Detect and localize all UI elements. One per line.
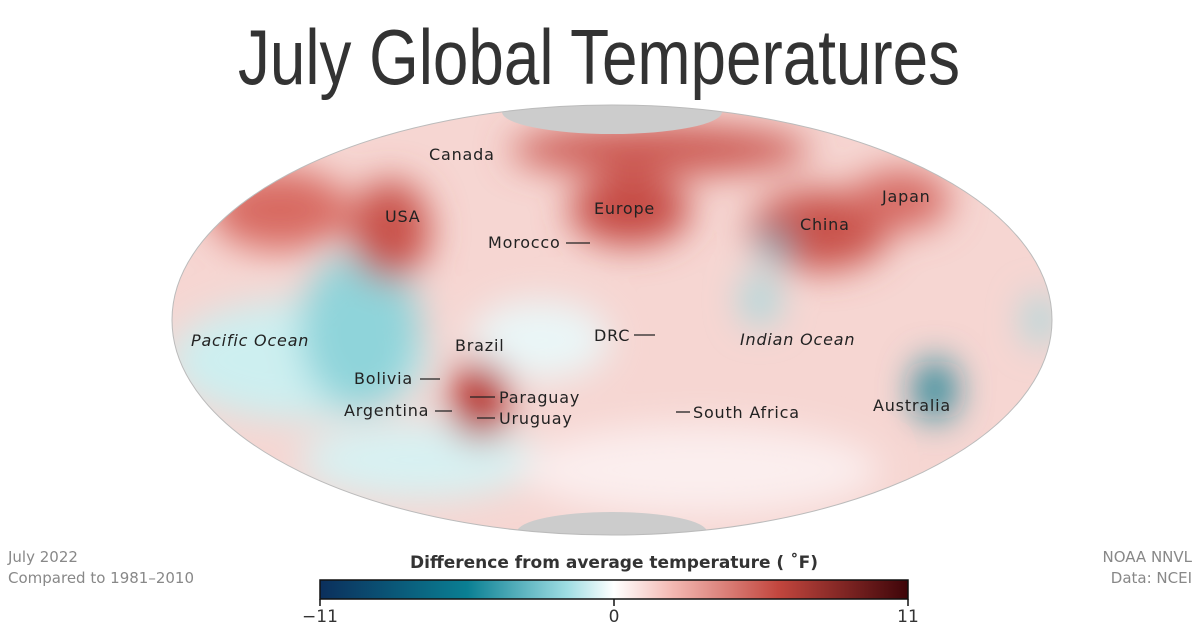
map-label: Australia: [873, 396, 951, 415]
title: July Global Temperatures: [238, 13, 960, 101]
legend-tick-label: 0: [609, 607, 620, 627]
map-label: Morocco: [488, 233, 561, 252]
map-label: South Africa: [693, 403, 800, 422]
map-label: Indian Ocean: [740, 330, 855, 349]
map-outline: [171, 104, 1053, 536]
map-label: Pacific Ocean: [191, 331, 309, 350]
credit: NOAA NNVL: [1102, 548, 1192, 566]
map-label: Bolivia: [354, 369, 413, 388]
legend-tick-label: 11: [897, 607, 919, 627]
map-label: DRC: [594, 326, 630, 345]
map-label: Paraguay: [499, 388, 580, 407]
map-label: USA: [385, 207, 421, 226]
map-label: Japan: [881, 187, 931, 206]
map-label: China: [800, 215, 850, 234]
map-label: Argentina: [344, 401, 429, 420]
map-labels: Canada USA Europe Morocco China Japan Pa…: [191, 145, 951, 428]
color-legend: Difference from average temperature ( ˚F…: [302, 551, 919, 627]
baseline: Compared to 1981–2010: [8, 569, 194, 587]
map-label: Uruguay: [499, 409, 573, 428]
map-label: Europe: [594, 199, 655, 218]
temperature-map: [172, 105, 1052, 535]
source: Data: NCEI: [1111, 569, 1192, 587]
map-label: Canada: [429, 145, 495, 164]
color-bar: [319, 579, 909, 600]
map-label: Brazil: [455, 336, 504, 355]
legend-title: Difference from average temperature ( ˚F…: [410, 551, 818, 573]
legend-tick-label: −11: [302, 607, 338, 627]
date: July 2022: [7, 548, 78, 566]
